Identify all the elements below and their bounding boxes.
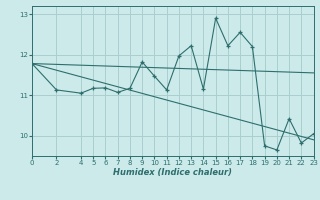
X-axis label: Humidex (Indice chaleur): Humidex (Indice chaleur) [113,168,232,177]
